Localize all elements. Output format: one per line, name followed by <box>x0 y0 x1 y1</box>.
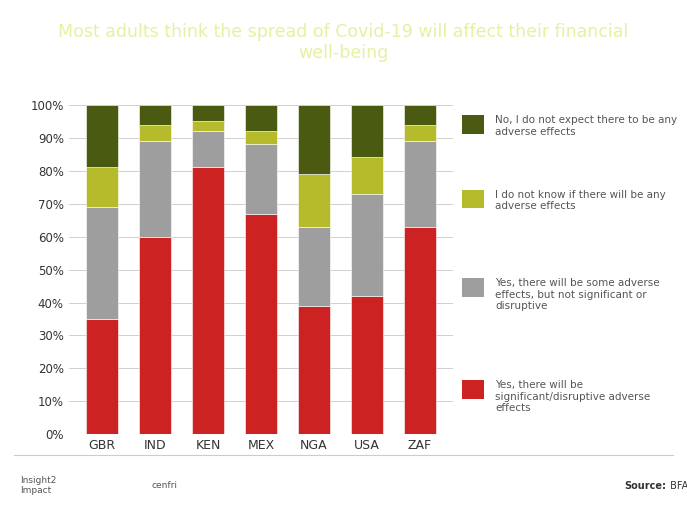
Text: BFA Global, 2020: BFA Global, 2020 <box>667 481 687 491</box>
Text: No, I do not expect there to be any
adverse effects: No, I do not expect there to be any adve… <box>495 115 677 136</box>
Bar <box>351 105 383 157</box>
Bar <box>139 141 171 237</box>
Bar <box>404 141 436 227</box>
Text: Yes, there will be some adverse
effects, but not significant or
disruptive: Yes, there will be some adverse effects,… <box>495 278 660 311</box>
Bar <box>351 157 383 194</box>
Bar <box>192 121 224 131</box>
Bar <box>298 174 330 227</box>
Bar <box>404 227 436 434</box>
Bar <box>404 125 436 141</box>
Bar <box>351 194 383 296</box>
Bar <box>192 168 224 434</box>
Bar <box>139 237 171 434</box>
Text: Yes, there will be
significant/disruptive adverse
effects: Yes, there will be significant/disruptiv… <box>495 380 651 413</box>
FancyBboxPatch shape <box>462 278 484 297</box>
Bar <box>351 296 383 434</box>
Text: I do not know if there will be any
adverse effects: I do not know if there will be any adver… <box>495 190 666 211</box>
Bar <box>298 306 330 434</box>
Bar <box>404 105 436 125</box>
Bar <box>245 144 277 214</box>
Bar <box>298 105 330 174</box>
Bar <box>245 105 277 131</box>
Bar <box>86 168 118 207</box>
Bar <box>86 207 118 319</box>
FancyBboxPatch shape <box>462 190 484 208</box>
Bar <box>139 125 171 141</box>
Bar <box>245 214 277 434</box>
Bar <box>298 227 330 306</box>
Bar <box>245 131 277 144</box>
Text: Source:: Source: <box>624 481 666 491</box>
Text: Insight2
Impact: Insight2 Impact <box>21 476 57 496</box>
Text: Most adults think the spread of Covid-19 will affect their financial
well-being: Most adults think the spread of Covid-19… <box>58 23 629 62</box>
Bar <box>192 131 224 168</box>
FancyBboxPatch shape <box>462 115 484 133</box>
Bar <box>86 105 118 168</box>
Bar <box>139 105 171 125</box>
FancyBboxPatch shape <box>462 380 484 399</box>
Text: cenfri: cenfri <box>151 481 177 490</box>
Bar <box>192 105 224 121</box>
Bar <box>86 319 118 434</box>
